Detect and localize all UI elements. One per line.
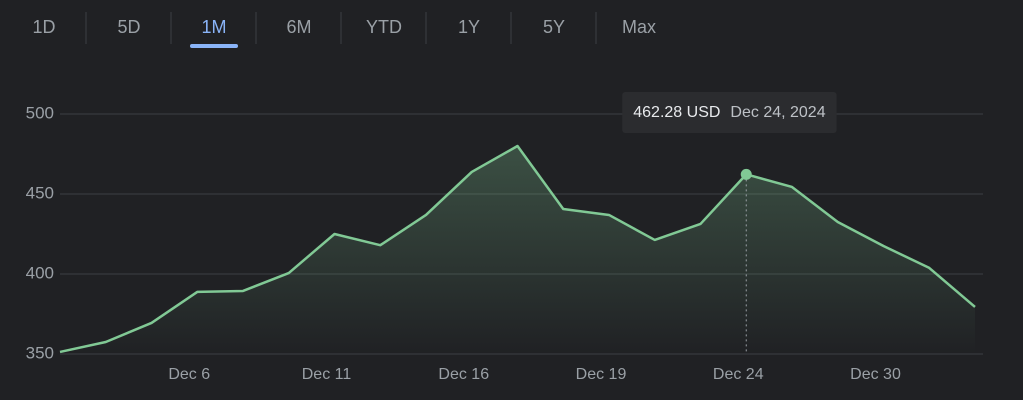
range-tab[interactable]: YTD bbox=[366, 17, 402, 37]
y-tick-label: 350 bbox=[26, 343, 54, 362]
x-tick-label: Dec 11 bbox=[302, 366, 352, 383]
hover-point bbox=[740, 168, 752, 180]
tooltip-value: 462.28 USD bbox=[633, 104, 720, 121]
tooltip bbox=[622, 92, 837, 133]
price-area bbox=[60, 146, 975, 354]
plot: 462.28 USD Dec 24, 2024 bbox=[59, 92, 976, 354]
x-tick-label: Dec 24 bbox=[713, 366, 764, 383]
range-tab[interactable]: 6M bbox=[286, 17, 311, 37]
range-tab[interactable]: 1M bbox=[201, 17, 226, 37]
range-tabs: 1D 5D 1M 6M YTD 1Y 5Y Max bbox=[32, 12, 656, 48]
range-tab[interactable]: 1Y bbox=[458, 17, 480, 37]
price-line bbox=[59, 144, 976, 354]
tab-underline bbox=[190, 44, 238, 48]
x-tick-label: Dec 19 bbox=[576, 366, 627, 383]
range-tab[interactable]: 1D bbox=[32, 17, 55, 37]
x-tick-label: Dec 16 bbox=[438, 366, 489, 383]
tooltip-date: Dec 24, 2024 bbox=[730, 104, 825, 121]
x-tick-label: Dec 30 bbox=[850, 366, 901, 383]
y-tick-label: 500 bbox=[26, 103, 54, 122]
range-tab[interactable]: 5Y bbox=[543, 17, 565, 37]
x-tick-label: Dec 6 bbox=[168, 366, 210, 383]
range-tab[interactable]: 5D bbox=[117, 17, 140, 37]
range-tab[interactable]: Max bbox=[622, 17, 656, 37]
y-tick-label: 450 bbox=[26, 183, 54, 202]
y-tick-label: 400 bbox=[26, 263, 54, 282]
